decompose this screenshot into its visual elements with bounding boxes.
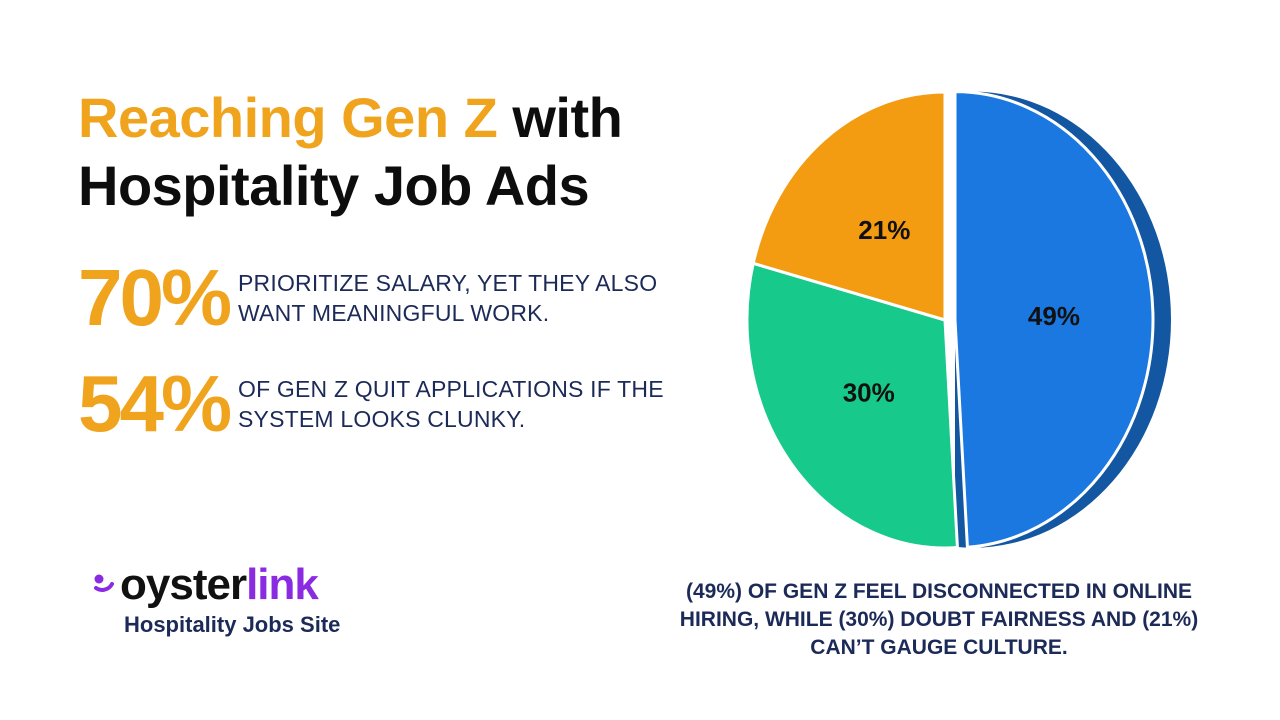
brand-name-oyster: oyster	[120, 560, 247, 609]
page-title: Reaching Gen Z with Hospitality Job Ads	[78, 84, 623, 220]
stat-description: OF GEN Z QUIT APPLICATIONS IF THE SYSTEM…	[238, 376, 664, 432]
brand-name-link: link	[246, 560, 319, 609]
title-rest-line1: with	[497, 86, 623, 149]
brand-logo: oyster link Hospitality Jobs Site	[90, 560, 340, 638]
stat-salary: 70% PRIORITIZE SALARY, YET THEY ALSO WAN…	[78, 258, 678, 338]
stat-quit-applications: 54% OF GEN Z QUIT APPLICATIONS IF THE SY…	[78, 364, 678, 444]
pie-slice	[953, 90, 1155, 549]
pie-slice	[745, 261, 960, 550]
pie-chart: 49% 30% 21%	[745, 90, 1171, 550]
stat-value: 70%	[78, 253, 232, 342]
pie-slice-label: 21%	[858, 215, 910, 245]
brand-tagline: Hospitality Jobs Site	[124, 612, 341, 637]
pie-slice-label: 49%	[1028, 301, 1080, 331]
stat-description: PRIORITIZE SALARY, YET THEY ALSO WANT ME…	[238, 270, 658, 326]
pie-slice	[751, 90, 947, 323]
chart-caption: (49%) OF GEN Z FEEL DISCONNECTED IN ONLI…	[679, 580, 1199, 659]
stat-value: 54%	[78, 359, 232, 448]
oysterlink-logo-icon	[94, 574, 114, 592]
pie-slice-label: 30%	[843, 378, 895, 408]
title-highlight: Reaching Gen Z	[78, 86, 498, 149]
title-line2: Hospitality Job Ads	[78, 154, 590, 217]
